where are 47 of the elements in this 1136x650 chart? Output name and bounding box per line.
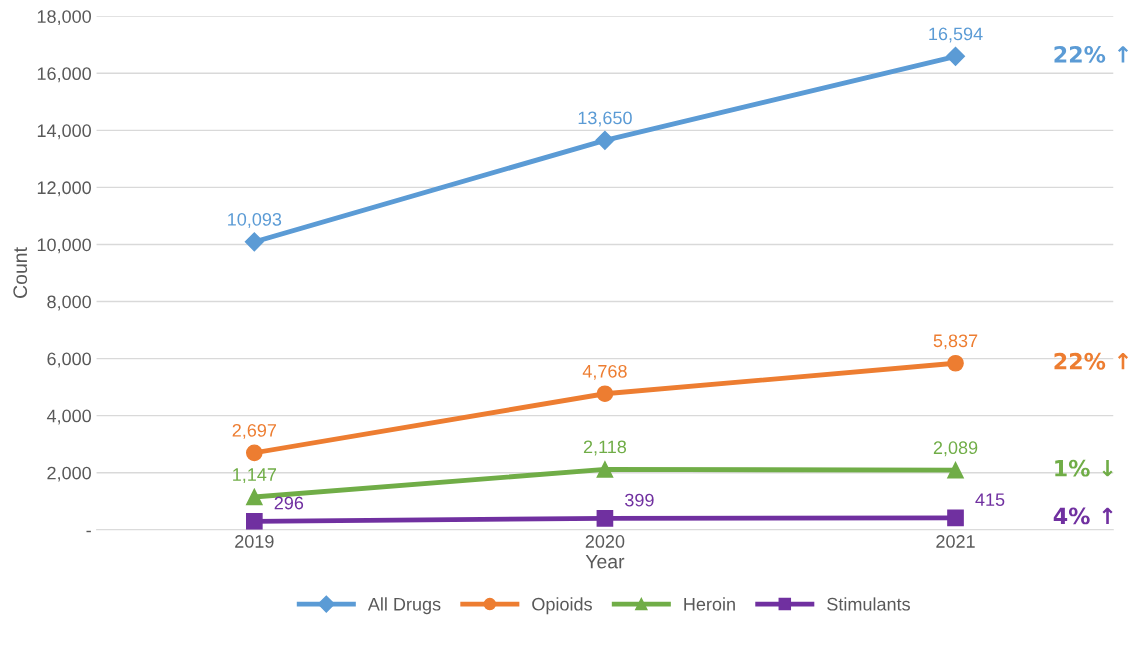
point — [596, 510, 614, 527]
annotation: 4% ↑ — [1053, 507, 1113, 525]
data-label: 5,837 — [933, 334, 978, 350]
legend-label: All Drugs — [367, 597, 441, 615]
legend-label: Heroin — [684, 597, 735, 611]
x-tick-label: 2020 — [585, 535, 625, 548]
data-label: 296 — [274, 496, 304, 510]
x-axis-title: Year — [585, 554, 625, 569]
y-tick-label: 18,000 — [37, 10, 91, 26]
annotation: 1% ↓ — [1055, 459, 1113, 477]
point — [945, 46, 966, 66]
data-label: 1,147 — [233, 468, 277, 484]
annotation: 22% ↑ — [1054, 352, 1129, 370]
legend-label: Stimulants — [827, 597, 910, 611]
annotation: 22% ↑ — [1054, 46, 1129, 63]
y-tick-label: 8,000 — [47, 295, 91, 311]
y-tick-label: 12,000 — [37, 181, 91, 197]
data-label: 2,089 — [933, 441, 978, 457]
data-label: 415 — [975, 493, 1005, 507]
point — [595, 130, 615, 150]
x-tick-label: 2021 — [936, 535, 975, 548]
point — [596, 385, 614, 403]
point — [245, 444, 263, 462]
y-tick-label: 14,000 — [37, 124, 91, 140]
legend-label: Opioids — [532, 597, 592, 615]
y-tick-label: 10,000 — [37, 238, 91, 254]
point — [244, 232, 264, 252]
point — [947, 509, 964, 527]
y-tick-label: 6,000 — [47, 352, 91, 368]
point — [245, 488, 263, 506]
y-tick-label: - — [86, 530, 91, 533]
y-tick-label: 4,000 — [46, 409, 91, 425]
data-label: 16,594 — [929, 27, 983, 43]
y-tick-label: 2,000 — [47, 466, 91, 482]
data-label: 2,118 — [583, 440, 627, 456]
data-label: 4,768 — [582, 364, 627, 380]
point — [245, 512, 263, 530]
x-tick-label: 2019 — [235, 535, 274, 548]
data-label: 13,650 — [578, 111, 632, 127]
data-label: 2,697 — [232, 423, 277, 439]
y-tick-label: 16,000 — [37, 67, 91, 83]
point — [947, 461, 964, 479]
point — [947, 354, 964, 372]
data-label: 399 — [625, 493, 654, 507]
data-label: 10,093 — [228, 212, 282, 228]
point — [596, 460, 614, 478]
y-axis-title: Count — [13, 247, 28, 298]
